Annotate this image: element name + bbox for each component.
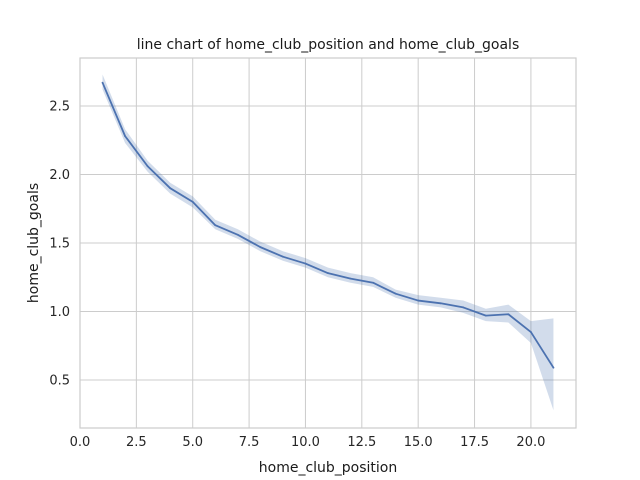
data-point <box>552 366 555 369</box>
data-point <box>417 299 420 302</box>
data-point <box>304 262 307 265</box>
y-tick-label: 2.5 <box>49 99 70 114</box>
data-point <box>169 187 172 190</box>
data-point <box>349 277 352 280</box>
x-tick-label: 17.5 <box>460 435 489 450</box>
data-point <box>484 314 487 317</box>
data-point <box>462 306 465 309</box>
series-line-layer <box>101 81 555 369</box>
data-point <box>327 272 329 275</box>
x-axis-label: home_club_position <box>259 460 398 476</box>
data-point <box>372 281 374 284</box>
data-point <box>124 135 126 138</box>
y-tick-label: 1.0 <box>49 305 70 320</box>
data-point <box>530 331 532 333</box>
data-point <box>146 165 149 168</box>
y-tick-label: 1.5 <box>49 237 70 252</box>
x-tick-label: 0.0 <box>70 435 91 450</box>
data-point <box>394 292 397 295</box>
x-tick-label: 5.0 <box>182 435 203 450</box>
x-tick-label: 15.0 <box>404 435 433 450</box>
chart-title: line chart of home_club_position and hom… <box>137 37 519 53</box>
x-tick-label: 10.0 <box>291 435 320 450</box>
confidence-band-layer <box>102 74 554 411</box>
confidence-band <box>102 74 554 411</box>
data-point <box>259 246 262 249</box>
x-tick-label: 20.0 <box>516 435 545 450</box>
data-point <box>101 81 104 84</box>
data-point <box>282 255 284 258</box>
x-tick-labels: 0.0 2.5 5.0 7.5 10.0 12.5 15.0 17.5 20.0 <box>70 435 546 450</box>
y-axis-label: home_club_goals <box>26 183 42 303</box>
series-line <box>101 82 555 369</box>
x-tick-label: 12.5 <box>347 435 376 450</box>
plot-frame <box>79 57 577 429</box>
data-point <box>507 313 510 316</box>
data-point <box>214 224 217 227</box>
data-point <box>439 302 442 305</box>
grid <box>79 58 576 428</box>
x-tick-label: 7.5 <box>239 435 260 450</box>
y-tick-labels: 0.5 1.0 1.5 2.0 2.5 <box>49 99 70 388</box>
y-tick-label: 0.5 <box>49 374 70 389</box>
data-point <box>191 200 194 203</box>
y-tick-label: 2.0 <box>49 168 70 183</box>
x-tick-label: 2.5 <box>126 435 147 450</box>
data-point <box>236 233 239 236</box>
